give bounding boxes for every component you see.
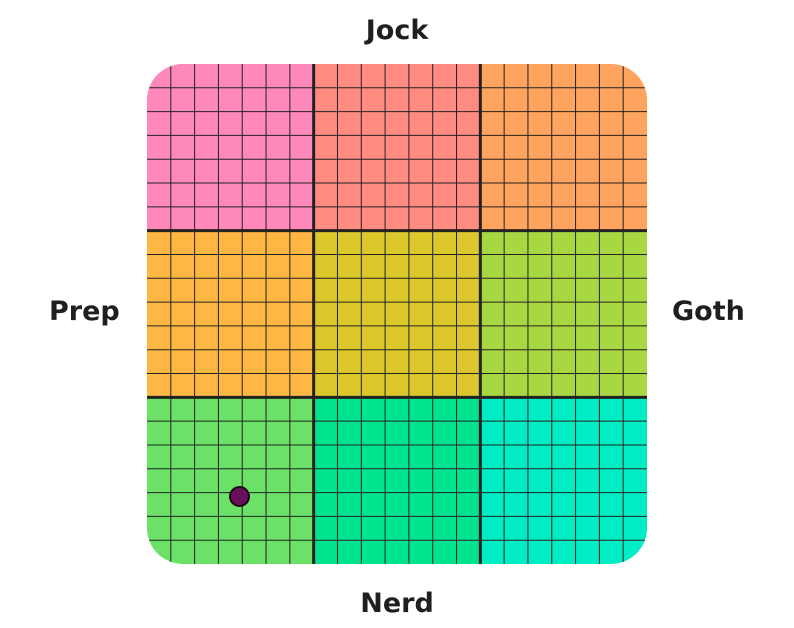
marker-layer xyxy=(229,486,250,507)
regions-layer xyxy=(147,64,647,564)
minor-grid-lines xyxy=(147,64,647,564)
axis-label-left: Prep xyxy=(49,296,120,327)
region-2-1 xyxy=(147,230,315,398)
grid-content xyxy=(147,64,647,564)
major-grid-lines xyxy=(147,64,647,564)
region-3-3 xyxy=(480,397,647,564)
region-2-2 xyxy=(313,230,481,398)
region-2-3 xyxy=(480,230,647,398)
region-1-3 xyxy=(480,64,647,232)
position-marker xyxy=(229,486,250,507)
region-1-2 xyxy=(313,64,481,232)
region-3-1 xyxy=(147,397,315,564)
region-3-2 xyxy=(313,397,481,564)
axis-label-top: Jock xyxy=(365,15,429,46)
axis-label-bottom: Nerd xyxy=(360,588,434,619)
axis-label-right: Goth xyxy=(672,296,745,327)
region-1-1 xyxy=(147,64,315,232)
